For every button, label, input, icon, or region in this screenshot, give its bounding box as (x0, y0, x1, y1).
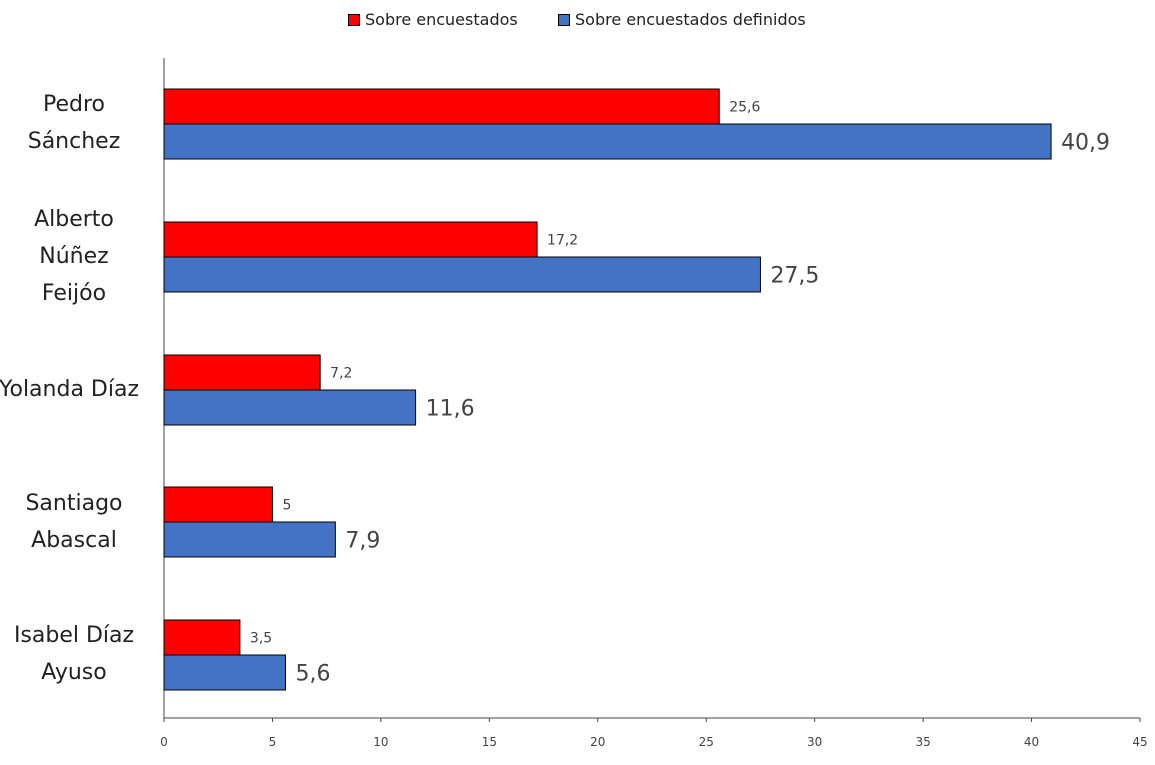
category-label-isabel-diaz-ayuso: Isabel Díaz Ayuso (13, 623, 135, 685)
bar-sobre-encuestados (163, 88, 720, 125)
bar-sobre-encuestados (163, 486, 273, 523)
legend-swatch-red (348, 13, 360, 26)
legend-item-series-1: Sobre encuestados (348, 10, 518, 29)
x-tick-label: 5 (269, 735, 277, 749)
data-label: 11,6 (426, 397, 475, 422)
category-label-alberto-nunez-feijoo: Alberto Núñez Feijóo (34, 207, 114, 306)
bar-sobre-encuestados (163, 619, 241, 656)
data-label: 40,9 (1061, 131, 1110, 156)
x-tick-label: 40 (1024, 735, 1039, 749)
bar-sobre-encuestados-definidos (163, 256, 761, 293)
bar-sobre-encuestados-definidos (163, 654, 286, 691)
data-label: 7,2 (330, 366, 352, 382)
legend-item-series-2: Sobre encuestados definidos (558, 10, 806, 29)
data-label: 25,6 (729, 100, 760, 116)
data-label: 3,5 (250, 631, 272, 647)
data-label: 5 (282, 498, 291, 514)
data-label: 5,6 (295, 662, 330, 687)
bar-sobre-encuestados (163, 221, 538, 258)
legend: Sobre encuestados Sobre encuestados defi… (0, 10, 1155, 34)
category-label-yolanda-diaz: Yolanda Díaz (0, 377, 140, 402)
legend-swatch-blue (558, 13, 570, 26)
data-label: 7,9 (345, 529, 380, 554)
bar-sobre-encuestados-definidos (163, 123, 1052, 160)
data-label: 17,2 (547, 233, 578, 249)
category-label-pedro-sanchez: Pedro Sánchez (27, 92, 121, 154)
x-tick-label: 10 (373, 735, 388, 749)
x-tick-label: 0 (160, 735, 168, 749)
bar-sobre-encuestados-definidos (163, 389, 417, 426)
category-label-santiago-abascal: Santiago Abascal (25, 491, 123, 553)
x-tick-label: 35 (915, 735, 930, 749)
bar-sobre-encuestados-definidos (163, 521, 336, 558)
legend-label-series-1: Sobre encuestados (365, 10, 518, 29)
legend-label-series-2: Sobre encuestados definidos (575, 10, 806, 29)
data-label: 27,5 (770, 264, 819, 289)
x-tick-label: 15 (482, 735, 497, 749)
x-tick-label: 30 (807, 735, 822, 749)
x-tick-label: 25 (699, 735, 714, 749)
bar-sobre-encuestados (163, 354, 321, 391)
x-tick-label: 45 (1132, 735, 1147, 749)
x-tick-label: 20 (590, 735, 605, 749)
